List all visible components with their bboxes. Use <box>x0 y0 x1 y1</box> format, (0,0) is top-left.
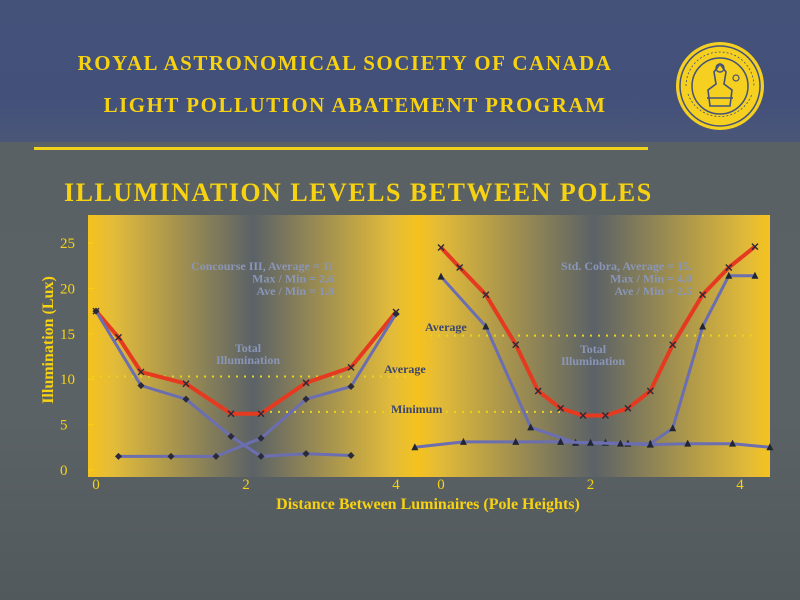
right-x-tick-label: 0 <box>437 477 445 493</box>
right-point-cobra-b <box>766 443 774 451</box>
right-total-label: Illumination <box>561 354 625 368</box>
right-point-total <box>725 264 733 272</box>
left-annotation-line: Ave / Min = 1.8 <box>256 284 334 298</box>
left-point-pole-a <box>92 307 100 315</box>
left-point-pole-b <box>392 310 400 318</box>
right-point-cobra-b <box>411 443 419 451</box>
left-point-pole-a <box>347 451 355 460</box>
right-panel-background <box>418 215 770 477</box>
right-point-total <box>601 412 609 420</box>
right-annotation-line: Ave / Min = 2.5 <box>614 284 692 298</box>
left-point-pole-b <box>257 434 265 442</box>
left-point-pole-b <box>114 452 123 460</box>
left-point-total <box>257 410 265 418</box>
left-point-pole-a <box>182 395 190 403</box>
left-average-label: Average <box>384 362 426 376</box>
left-point-pole-a <box>137 382 145 390</box>
right-x-tick-label: 4 <box>736 477 744 493</box>
left-total-label: Total <box>235 341 262 355</box>
society-seal-icon <box>676 42 764 130</box>
right-point-cobra-a <box>669 424 677 432</box>
left-x-tick-label: 2 <box>242 477 250 493</box>
right-annotation-line: Std. Cobra, Average = 15. <box>561 259 692 273</box>
organization-name: ROYAL ASTRONOMICAL SOCIETY OF CANADA <box>77 51 613 75</box>
right-point-cobra-b <box>616 439 624 447</box>
right-point-cobra-b <box>587 438 594 446</box>
left-point-total <box>115 333 122 341</box>
right-point-total <box>512 341 520 349</box>
right-point-total <box>456 264 464 272</box>
left-point-pole-b <box>302 395 310 403</box>
left-x-tick-label: 4 <box>392 477 400 493</box>
right-point-total <box>579 412 587 420</box>
y-axis-label: Illumination (Lux) <box>40 276 57 404</box>
right-point-cobra-b <box>684 439 692 447</box>
left-point-pole-b <box>167 452 175 460</box>
y-tick-label: 25 <box>60 236 75 252</box>
right-point-total <box>557 404 565 412</box>
right-series-total <box>439 245 757 418</box>
right-point-cobra-a <box>751 271 759 279</box>
right-series-cobra-b <box>414 440 771 449</box>
right-point-total <box>534 387 542 395</box>
right-point-total <box>669 341 677 349</box>
right-point-total <box>751 243 759 251</box>
left-point-pole-b <box>212 452 220 460</box>
right-point-cobra-a <box>725 271 733 279</box>
right-total-label: Total <box>580 342 607 356</box>
left-point-total <box>347 363 355 371</box>
y-tick-label: 15 <box>60 327 75 343</box>
left-annotation-line: Concourse III, Average = 11 <box>191 259 334 273</box>
slide-title: ILLUMINATION LEVELS BETWEEN POLES <box>64 178 653 207</box>
right-point-cobra-a <box>527 423 535 431</box>
right-point-total <box>482 291 490 299</box>
left-panel-background <box>88 215 418 477</box>
y-tick-label: 20 <box>60 281 75 297</box>
left-point-pole-b <box>347 382 355 390</box>
right-point-total <box>699 291 707 299</box>
left-annotation-line: Max / Min = 2.6 <box>252 272 334 286</box>
x-axis-label: Distance Between Luminaires (Pole Height… <box>276 496 580 513</box>
right-average-label: Average <box>425 320 467 334</box>
right-x-tick-label: 2 <box>587 477 595 493</box>
header-band <box>0 0 800 142</box>
left-point-total <box>302 379 310 387</box>
right-point-cobra-b <box>459 437 467 445</box>
left-point-total <box>182 380 190 388</box>
right-point-total <box>624 404 632 412</box>
left-total-label: Illumination <box>216 353 280 367</box>
header-divider <box>34 147 648 150</box>
right-point-cobra-b <box>557 437 565 445</box>
right-point-total <box>437 244 445 252</box>
right-point-cobra-b <box>512 437 520 445</box>
right-point-cobra-b <box>729 439 737 447</box>
right-point-cobra-a <box>437 272 445 280</box>
left-minimum-label: Minimum <box>391 402 442 416</box>
left-x-tick-label: 0 <box>92 477 100 493</box>
left-point-total <box>137 368 145 376</box>
left-point-pole-a <box>302 450 310 458</box>
right-point-cobra-a <box>699 322 707 330</box>
left-point-pole-a <box>257 452 265 460</box>
right-point-total <box>646 387 654 395</box>
right-point-cobra-b <box>646 440 654 448</box>
left-point-total <box>227 410 235 418</box>
y-tick-label: 5 <box>60 418 68 434</box>
left-point-pole-a <box>227 432 235 440</box>
right-annotation-line: Max / Min = 4.0 <box>610 272 692 286</box>
program-name: LIGHT POLLUTION ABATEMENT PROGRAM <box>103 93 607 117</box>
right-point-cobra-a <box>482 322 490 330</box>
y-tick-label: 0 <box>60 463 68 479</box>
y-tick-label: 10 <box>60 372 75 388</box>
